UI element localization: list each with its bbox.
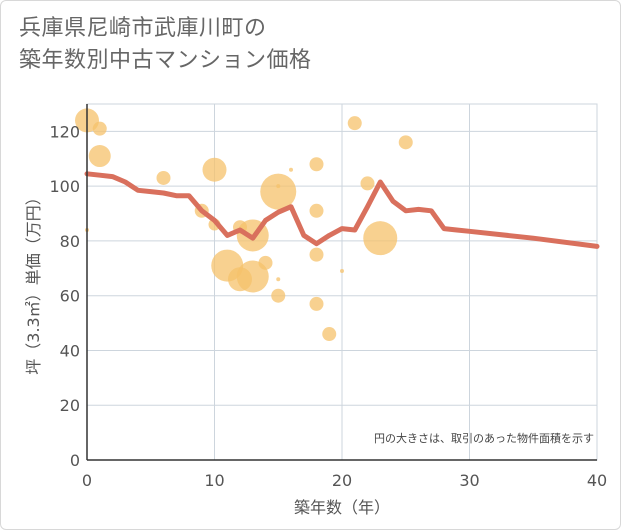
chart-title: 兵庫県尼崎市武庫川町の 築年数別中古マンション価格 bbox=[19, 13, 312, 77]
x-axis-label: 築年数（年） bbox=[294, 498, 390, 517]
bubble-point bbox=[236, 260, 269, 293]
y-tick-label: 0 bbox=[70, 451, 80, 470]
bubble-point bbox=[360, 176, 375, 191]
axes bbox=[86, 104, 597, 461]
bubble-point bbox=[271, 288, 286, 303]
x-tick-label: 40 bbox=[587, 471, 607, 490]
bubble-point bbox=[260, 173, 297, 210]
x-tick-label: 0 bbox=[82, 471, 92, 490]
x-tick-label: 30 bbox=[459, 471, 479, 490]
y-tick-label: 80 bbox=[60, 232, 80, 251]
bubble-point bbox=[322, 327, 337, 342]
x-tick-label: 20 bbox=[332, 471, 352, 490]
bubble-point bbox=[258, 255, 273, 270]
size-note: 円の大きさは、取引のあった物件面積を示す bbox=[374, 431, 594, 445]
bubble-point bbox=[398, 135, 413, 150]
chart-title-line-1: 兵庫県尼崎市武庫川町の bbox=[19, 16, 267, 41]
bubble-point bbox=[340, 269, 344, 274]
bubble-point bbox=[363, 221, 398, 256]
y-tick-label: 40 bbox=[60, 341, 80, 360]
bubble-point bbox=[289, 167, 293, 172]
y-axis-label: 坪（3.3㎡）単価（万円） bbox=[24, 189, 43, 374]
bubble-point bbox=[202, 157, 227, 182]
y-tick-label: 100 bbox=[49, 177, 80, 196]
bubble-point bbox=[309, 203, 324, 218]
bubble-point bbox=[309, 296, 324, 311]
grid bbox=[86, 103, 598, 461]
bubble-point bbox=[92, 121, 107, 136]
bubble-point bbox=[88, 145, 111, 168]
bubble-point bbox=[276, 277, 281, 282]
bubble-point bbox=[309, 157, 324, 172]
y-tick-label: 60 bbox=[60, 287, 80, 306]
bubble-series bbox=[75, 108, 413, 342]
bubble-point bbox=[276, 184, 281, 189]
trend-line-series bbox=[84, 171, 600, 249]
trend-line bbox=[84, 171, 600, 249]
y-tick-label: 120 bbox=[49, 122, 80, 141]
bubble-point bbox=[347, 116, 362, 131]
chart-title-line-2: 築年数別中古マンション価格 bbox=[19, 48, 312, 73]
bubble-point bbox=[309, 247, 324, 262]
bubble-point bbox=[156, 170, 171, 185]
y-tick-label: 20 bbox=[60, 396, 80, 415]
x-tick-label: 10 bbox=[204, 471, 224, 490]
tick-labels: 0 10 20 30 40 0 20 40 60 80 100 120 bbox=[49, 122, 607, 490]
